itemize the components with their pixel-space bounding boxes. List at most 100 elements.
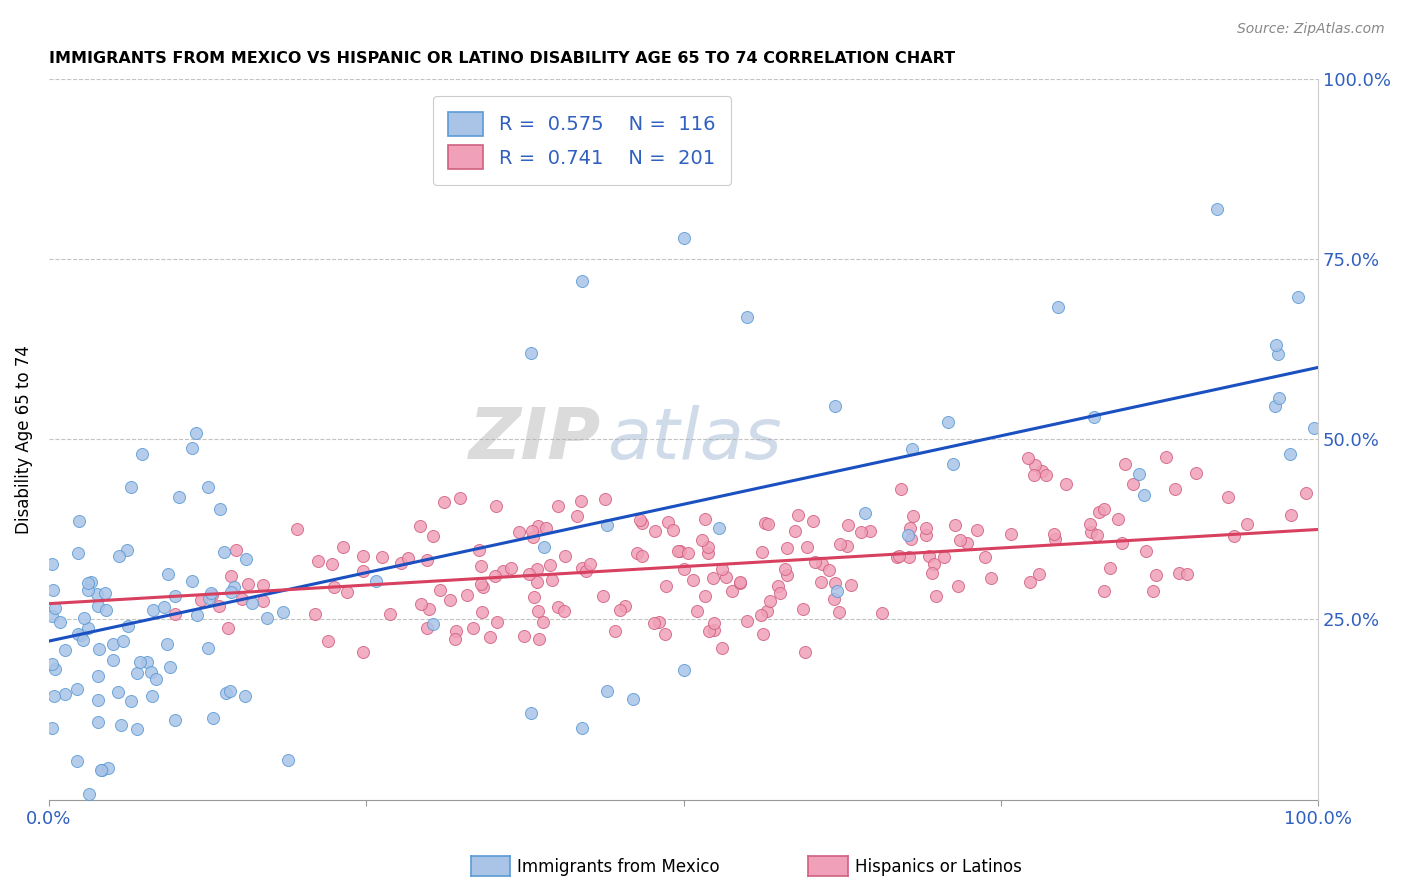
Point <box>512 629 534 643</box>
Point <box>97 761 120 775</box>
Point <box>1111 535 1133 549</box>
Point <box>554 549 576 563</box>
Point <box>1043 527 1066 541</box>
Point <box>522 524 544 538</box>
Point <box>181 574 204 589</box>
Point <box>943 517 966 532</box>
Point <box>693 511 716 525</box>
Point <box>416 553 439 567</box>
Point <box>898 521 921 535</box>
Point <box>942 457 965 471</box>
Point <box>277 753 299 767</box>
Point <box>471 605 494 619</box>
Point <box>1142 584 1164 599</box>
Point <box>759 594 782 608</box>
Point <box>1175 567 1198 582</box>
Point <box>915 521 938 535</box>
Point <box>159 660 181 674</box>
Point <box>775 568 797 582</box>
Point <box>94 603 117 617</box>
Point <box>304 607 326 622</box>
Point <box>157 567 180 582</box>
Point <box>628 513 651 527</box>
Point <box>145 672 167 686</box>
Point <box>707 520 730 534</box>
Point <box>1031 464 1053 478</box>
Point <box>810 574 832 589</box>
Point <box>201 588 224 602</box>
Point <box>643 615 665 630</box>
Point <box>900 533 922 547</box>
Point <box>648 615 671 629</box>
Point <box>215 686 238 700</box>
Point <box>609 603 631 617</box>
Point <box>198 591 221 605</box>
Point <box>693 589 716 603</box>
Point <box>1080 524 1102 539</box>
Point <box>1168 566 1191 580</box>
Point <box>433 494 456 508</box>
Point <box>107 685 129 699</box>
Point <box>948 533 970 547</box>
Point <box>776 541 799 556</box>
Point <box>796 540 818 554</box>
Point <box>889 549 911 563</box>
Point <box>522 530 544 544</box>
Point <box>1054 477 1077 491</box>
Point <box>703 615 725 630</box>
Text: IMMIGRANTS FROM MEXICO VS HISPANIC OR LATINO DISABILITY AGE 65 TO 74 CORRELATION: IMMIGRANTS FROM MEXICO VS HISPANIC OR LA… <box>49 51 955 66</box>
Point <box>142 603 165 617</box>
Point <box>484 569 506 583</box>
Point <box>352 549 374 563</box>
Point <box>1286 290 1309 304</box>
Point <box>918 549 941 564</box>
Point <box>1047 300 1070 314</box>
Point <box>222 580 245 594</box>
Point <box>77 621 100 635</box>
Point <box>1264 338 1286 352</box>
Point <box>655 579 678 593</box>
Point <box>236 577 259 591</box>
Point <box>1024 458 1046 472</box>
Point <box>818 563 841 577</box>
Point <box>129 655 152 669</box>
Point <box>69 628 91 642</box>
Point <box>44 662 66 676</box>
Point <box>886 550 908 565</box>
Point <box>839 578 862 592</box>
Point <box>42 689 65 703</box>
Point <box>76 575 98 590</box>
Point <box>219 569 242 583</box>
Point <box>1205 202 1227 216</box>
Point <box>1264 399 1286 413</box>
Point <box>87 599 110 613</box>
Point <box>101 653 124 667</box>
Point <box>631 549 654 563</box>
Point <box>1218 490 1240 504</box>
Point <box>208 599 231 614</box>
Point <box>801 514 824 528</box>
Point <box>657 515 679 529</box>
Point <box>127 722 149 736</box>
Point <box>768 586 790 600</box>
Point <box>735 310 758 324</box>
Point <box>547 599 569 614</box>
Point <box>1000 527 1022 541</box>
Point <box>231 591 253 606</box>
Point <box>849 525 872 540</box>
Point <box>541 573 564 587</box>
Point <box>569 494 592 508</box>
Point <box>673 562 696 576</box>
Point <box>538 558 561 572</box>
Point <box>422 529 444 543</box>
Point <box>181 441 204 455</box>
Point <box>531 615 554 630</box>
Point <box>139 665 162 679</box>
Point <box>621 691 644 706</box>
Point <box>111 634 134 648</box>
Point <box>1135 543 1157 558</box>
Point <box>120 694 142 708</box>
Point <box>73 611 96 625</box>
Point <box>1085 528 1108 542</box>
Point <box>955 535 977 549</box>
